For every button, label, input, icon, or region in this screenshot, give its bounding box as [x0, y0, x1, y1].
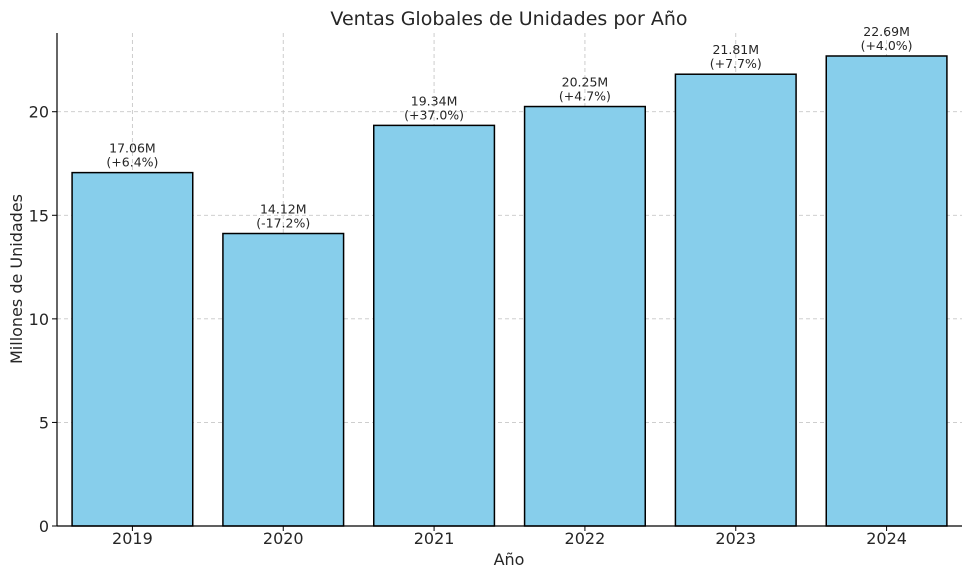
x-tick-label: 2022 [565, 529, 606, 548]
y-axis-label: Millones de Unidades [7, 194, 26, 364]
y-tick-label: 20 [29, 103, 49, 122]
chart-title: Ventas Globales de Unidades por Año [330, 8, 687, 30]
bar-2020 [222, 232, 345, 527]
bar-change-label: (+7.7%) [710, 56, 762, 71]
bar-change-label: (+4.7%) [559, 89, 611, 104]
bar-change-label: (+37.0%) [404, 107, 464, 122]
bar-value-label: 17.06M [109, 141, 156, 156]
bars-layer [71, 55, 948, 527]
bar-value-label: 22.69M [863, 24, 910, 39]
x-tick-label: 2023 [715, 529, 756, 548]
bar-2022 [523, 105, 646, 527]
x-tick-label: 2021 [414, 529, 455, 548]
bar-2021 [373, 124, 496, 527]
bar-2023 [674, 73, 797, 527]
axes-layer: 0 5 10 15 20 2019 2020 2021 2022 2023 2024 [29, 33, 962, 548]
x-axis-label: Año [494, 550, 525, 569]
y-tick-label: 10 [29, 310, 49, 329]
bar-change-label: (+6.4%) [106, 155, 158, 170]
bar-value-label: 20.25M [562, 75, 609, 90]
bar-change-label: (+4.0%) [861, 38, 913, 53]
bar-value-label: 19.34M [411, 93, 458, 108]
y-tick-label: 5 [39, 413, 49, 432]
bar-value-label: 14.12M [260, 202, 307, 217]
bar-2019 [71, 171, 194, 527]
y-tick-label: 0 [39, 517, 49, 536]
x-tick-label: 2024 [866, 529, 907, 548]
x-tick-label: 2020 [263, 529, 304, 548]
bar-value-label: 21.81M [712, 42, 759, 57]
data-labels-layer: (+6.4%)17.06M (-17.2%)14.12M (+37.0%)19.34… [106, 24, 912, 231]
bar-change-label: (-17.2%) [256, 216, 310, 231]
y-tick-label: 15 [29, 206, 49, 225]
bar-2024 [825, 55, 948, 527]
x-tick-label: 2019 [112, 529, 153, 548]
